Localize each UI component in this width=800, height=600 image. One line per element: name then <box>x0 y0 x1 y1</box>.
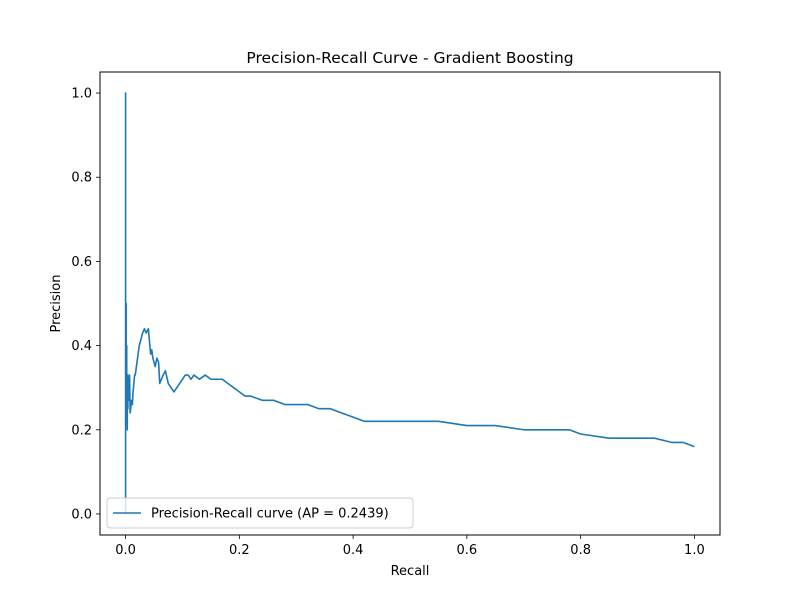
x-tick-label: 0.8 <box>570 543 591 558</box>
chart-title: Precision-Recall Curve - Gradient Boosti… <box>246 49 573 67</box>
y-tick-label: 0.2 <box>71 423 92 438</box>
legend-label: Precision-Recall curve (AP = 0.2439) <box>151 507 389 522</box>
x-axis-ticks: 0.0 0.2 0.4 0.6 0.8 1.0 <box>115 535 705 558</box>
x-tick-label: 0.2 <box>229 543 250 558</box>
y-tick-label: 0.8 <box>71 171 92 186</box>
y-tick-label: 0.0 <box>71 507 92 522</box>
y-tick-label: 1.0 <box>71 87 92 102</box>
y-tick-label: 0.6 <box>71 255 92 270</box>
legend: Precision-Recall curve (AP = 0.2439) <box>106 497 414 529</box>
precision-recall-line <box>124 92 695 515</box>
y-tick-label: 0.4 <box>71 339 92 354</box>
x-tick-label: 0.4 <box>343 543 364 558</box>
series-layer <box>124 92 695 515</box>
y-axis-label: Precision <box>49 274 64 332</box>
y-axis-ticks: 0.0 0.2 0.4 0.6 0.8 1.0 <box>71 87 100 522</box>
x-axis-label: Recall <box>391 564 430 579</box>
x-tick-label: 0.6 <box>457 543 478 558</box>
x-tick-label: 0.0 <box>115 543 136 558</box>
x-tick-label: 1.0 <box>684 543 705 558</box>
legend-box <box>106 497 414 529</box>
plot-area: 0.0 0.2 0.4 0.6 0.8 1.0 0.0 0.2 0.4 0.6 0.8 1.0 <box>71 71 721 558</box>
axes-frame <box>99 71 721 536</box>
